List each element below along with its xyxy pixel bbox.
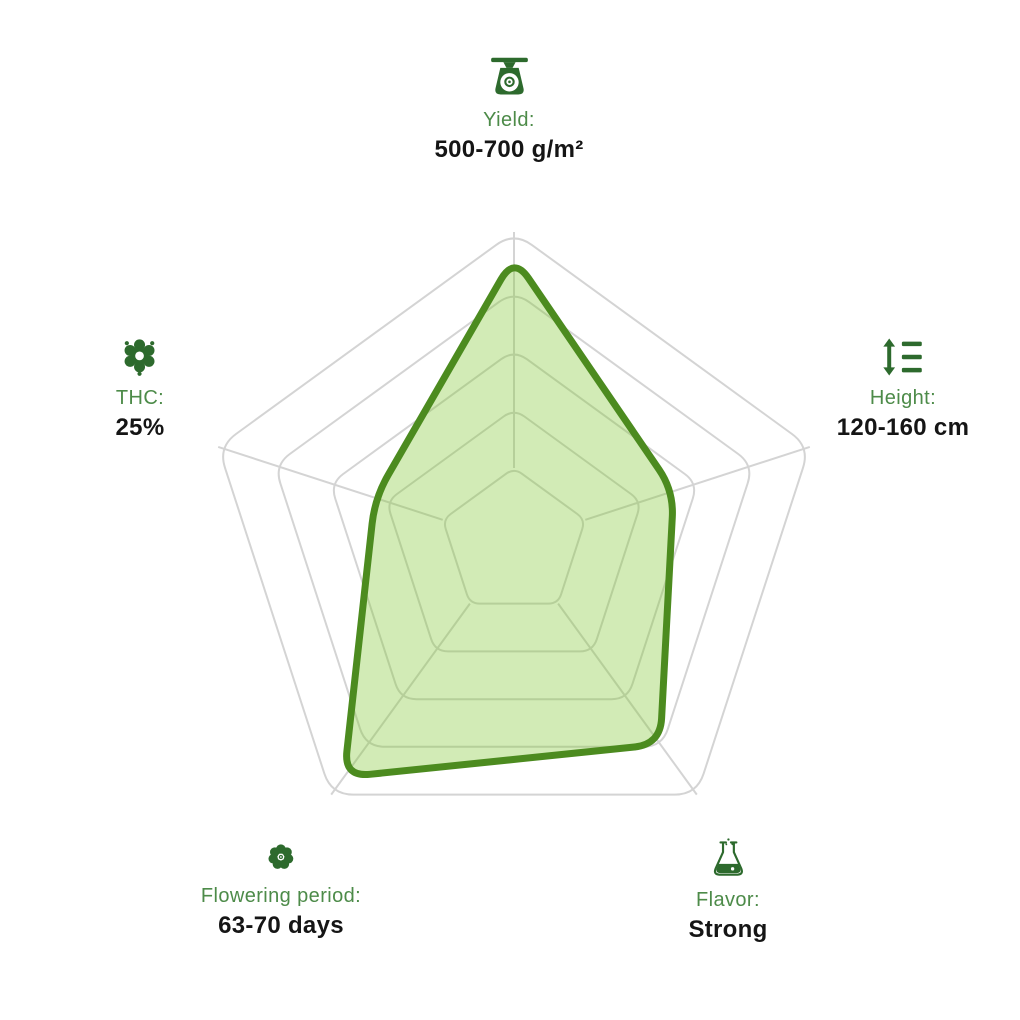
- axis-spoke-thc: [217, 445, 444, 521]
- axis-flavor-label: Flavor:: [696, 889, 760, 911]
- axis-flavor-value: Strong: [688, 916, 768, 943]
- flask-icon: [713, 838, 743, 876]
- axis-yield-value: 500-700 g/m²: [434, 136, 584, 163]
- molecule-icon: [125, 339, 155, 376]
- axis-height: Height: 120-160 cm: [837, 338, 969, 440]
- axis-flowering-value: 63-70 days: [218, 912, 344, 939]
- axis-height-label: Height:: [869, 387, 937, 409]
- axis-yield-label: Yield:: [483, 109, 535, 131]
- grid-ring-2: [388, 411, 640, 653]
- grid-ring-4: [277, 295, 751, 748]
- axis-thc: THC: 25%: [116, 334, 165, 440]
- grid-ring-5: [222, 237, 806, 796]
- grid-ring-1: [443, 469, 585, 605]
- flower-icon: [268, 844, 294, 869]
- axis-flavor: Flavor: Strong: [688, 838, 767, 942]
- axis-spoke-flowering: [330, 603, 471, 796]
- axis-spoke-height: [584, 445, 811, 521]
- axis-thc-value: 25%: [115, 414, 165, 441]
- height-icon: [883, 338, 922, 376]
- axis-yield: Yield: 500-700 g/m²: [434, 56, 583, 162]
- axis-flowering-label: Flowering period:: [200, 885, 362, 907]
- axis-height-value: 120-160 cm: [836, 414, 970, 441]
- grid-ring-3: [332, 353, 696, 701]
- data-polygon: [343, 264, 676, 779]
- axis-spoke-flavor: [557, 603, 698, 796]
- axis-thc-label: THC:: [115, 387, 165, 409]
- scale-icon: [490, 57, 528, 95]
- axis-flowering-period: Flowering period: 63-70 days: [201, 840, 361, 938]
